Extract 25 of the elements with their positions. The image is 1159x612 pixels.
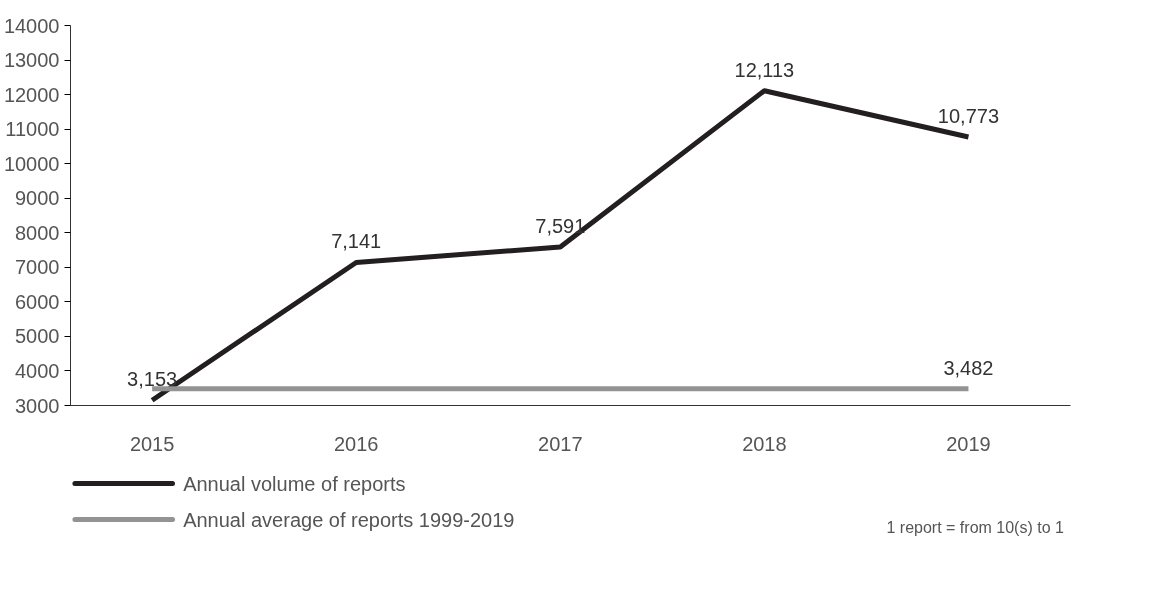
y-tick-label: 13000 — [3, 49, 60, 72]
y-tick-label: 5000 — [15, 325, 60, 348]
data-label: 3,482 — [943, 356, 994, 379]
y-tick-label: 8000 — [15, 221, 60, 244]
y-tick-label: 4000 — [15, 359, 60, 382]
legend-label: Annual average of reports 1999-2019 — [183, 508, 515, 531]
data-label: 7,141 — [331, 230, 382, 253]
y-tick-label: 12000 — [3, 83, 60, 106]
legend-label: Annual volume of reports — [183, 472, 406, 495]
data-label: 12,113 — [734, 58, 795, 81]
data-label: 3,153 — [127, 368, 178, 391]
y-tick-label: 10000 — [3, 152, 60, 175]
x-tick-label: 2015 — [129, 432, 175, 455]
y-tick-label: 9000 — [15, 187, 60, 210]
data-label: 10,773 — [937, 104, 1000, 127]
y-tick-label: 14000 — [3, 14, 60, 37]
x-tick-label: 2018 — [742, 432, 787, 455]
y-tick-label: 6000 — [15, 290, 60, 313]
x-tick-label: 2017 — [538, 432, 583, 455]
x-tick-label: 2016 — [333, 432, 379, 455]
y-tick-label: 3000 — [15, 394, 60, 417]
text: 1 report = from 10(s) to 1 — [886, 519, 1064, 536]
y-tick-label: 7000 — [15, 256, 60, 279]
x-tick-label: 2019 — [946, 432, 991, 455]
y-tick-label: 11000 — [5, 118, 60, 141]
